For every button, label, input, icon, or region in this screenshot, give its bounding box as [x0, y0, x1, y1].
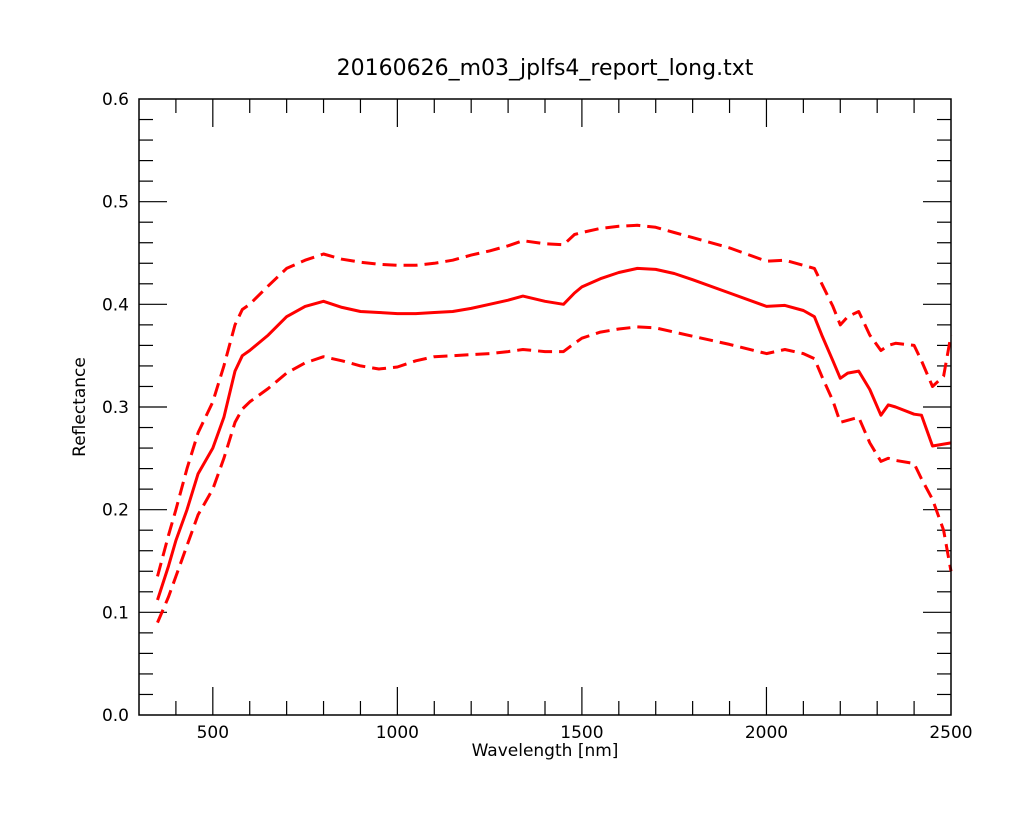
y-tick-label: 0.3	[102, 398, 129, 418]
series-lines	[156, 223, 953, 624]
plot-frame	[138, 98, 952, 716]
x-tick-label: 2500	[929, 723, 972, 743]
y-tick-label: 0.0	[102, 706, 129, 726]
x-tick-label: 500	[197, 723, 229, 743]
y-tick-label: 0.5	[102, 193, 129, 213]
x-tick-label: 1000	[376, 723, 419, 743]
chart-title: 20160626_m03_jplfs4_report_long.txt	[337, 56, 754, 81]
x-axis-title: Wavelength [nm]	[472, 741, 619, 761]
x-tick-label: 1500	[560, 723, 603, 743]
y-tick-label: 0.4	[102, 295, 129, 315]
y-axis-title: Reflectance	[70, 357, 90, 457]
axis-ticks: 500 1000 1500 2000 2500 0.0 0.1 0.2 0.3 0.4 0.5 0.6	[102, 90, 973, 743]
y-tick-label: 0.1	[102, 603, 129, 623]
x-tick-label: 2000	[745, 723, 788, 743]
lower-bound-line	[156, 325, 953, 624]
y-tick-label: 0.6	[102, 90, 129, 110]
mean-reflectance-line	[156, 266, 952, 601]
y-tick-label: 0.2	[102, 501, 129, 521]
upper-bound-line	[156, 223, 953, 577]
